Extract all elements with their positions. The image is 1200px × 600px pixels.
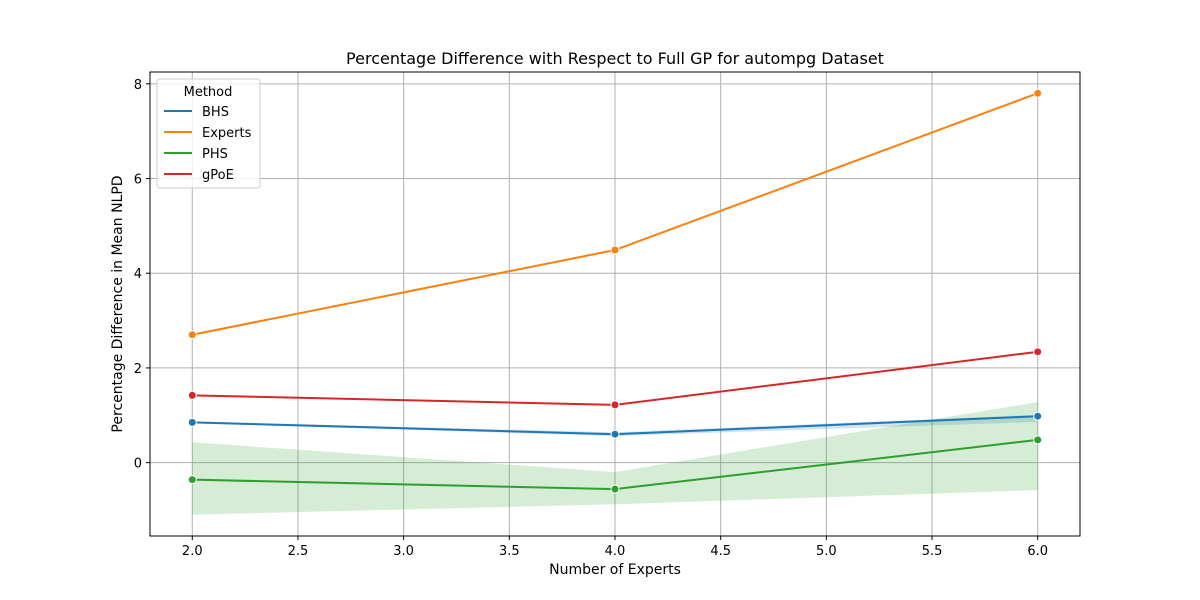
x-axis-ticks: 2.0 2.5 3.0 3.5 4.0 4.5 5.0 5.5 6.0 (182, 536, 1048, 559)
point-gpoe (187, 390, 197, 400)
point-experts (187, 330, 197, 340)
point-experts (1033, 88, 1043, 98)
y-tick-label: 6 (134, 173, 142, 188)
x-tick-label: 4.0 (605, 544, 626, 559)
y-tick-label: 2 (134, 362, 142, 377)
x-tick-label: 6.0 (1027, 544, 1048, 559)
point-phs (187, 475, 197, 485)
x-tick-label: 2.0 (182, 544, 203, 559)
band-bhs (192, 414, 1038, 437)
y-tick-label: 8 (134, 78, 142, 93)
y-axis-label: Percentage Difference in Mean NLPD (110, 175, 126, 432)
band-phs (192, 402, 1038, 515)
y-tick-label: 4 (134, 267, 142, 282)
legend-items: BHS Experts PHS gPoE (164, 105, 252, 183)
x-tick-label: 5.5 (922, 544, 943, 559)
legend-label-gpoe: gPoE (202, 168, 234, 183)
point-gpoe (1033, 347, 1043, 357)
x-tick-label: 4.5 (710, 544, 731, 559)
legend-label-phs: PHS (202, 147, 228, 162)
grid (150, 72, 1080, 536)
legend-label-experts: Experts (202, 126, 252, 141)
x-tick-label: 2.5 (288, 544, 309, 559)
point-phs (610, 484, 620, 494)
legend-label-bhs: BHS (202, 105, 229, 120)
point-bhs (187, 417, 197, 427)
x-tick-label: 3.5 (499, 544, 520, 559)
point-experts (610, 245, 620, 255)
series-points (187, 88, 1043, 494)
chart-title: Percentage Difference with Respect to Fu… (346, 49, 884, 68)
legend: Method BHS Experts PHS gPoE (156, 78, 261, 189)
x-tick-label: 3.0 (393, 544, 414, 559)
legend-box (156, 78, 261, 189)
y-tick-label: 0 (134, 457, 142, 472)
point-bhs (1033, 411, 1043, 421)
confidence-bands (192, 402, 1038, 515)
x-axis-label: Number of Experts (549, 562, 681, 578)
point-phs (1033, 435, 1043, 445)
legend-title: Method (184, 85, 233, 100)
point-gpoe (610, 400, 620, 410)
x-tick-label: 5.0 (816, 544, 837, 559)
y-axis-ticks: 0 2 4 6 8 (134, 78, 150, 472)
point-bhs (610, 429, 620, 439)
